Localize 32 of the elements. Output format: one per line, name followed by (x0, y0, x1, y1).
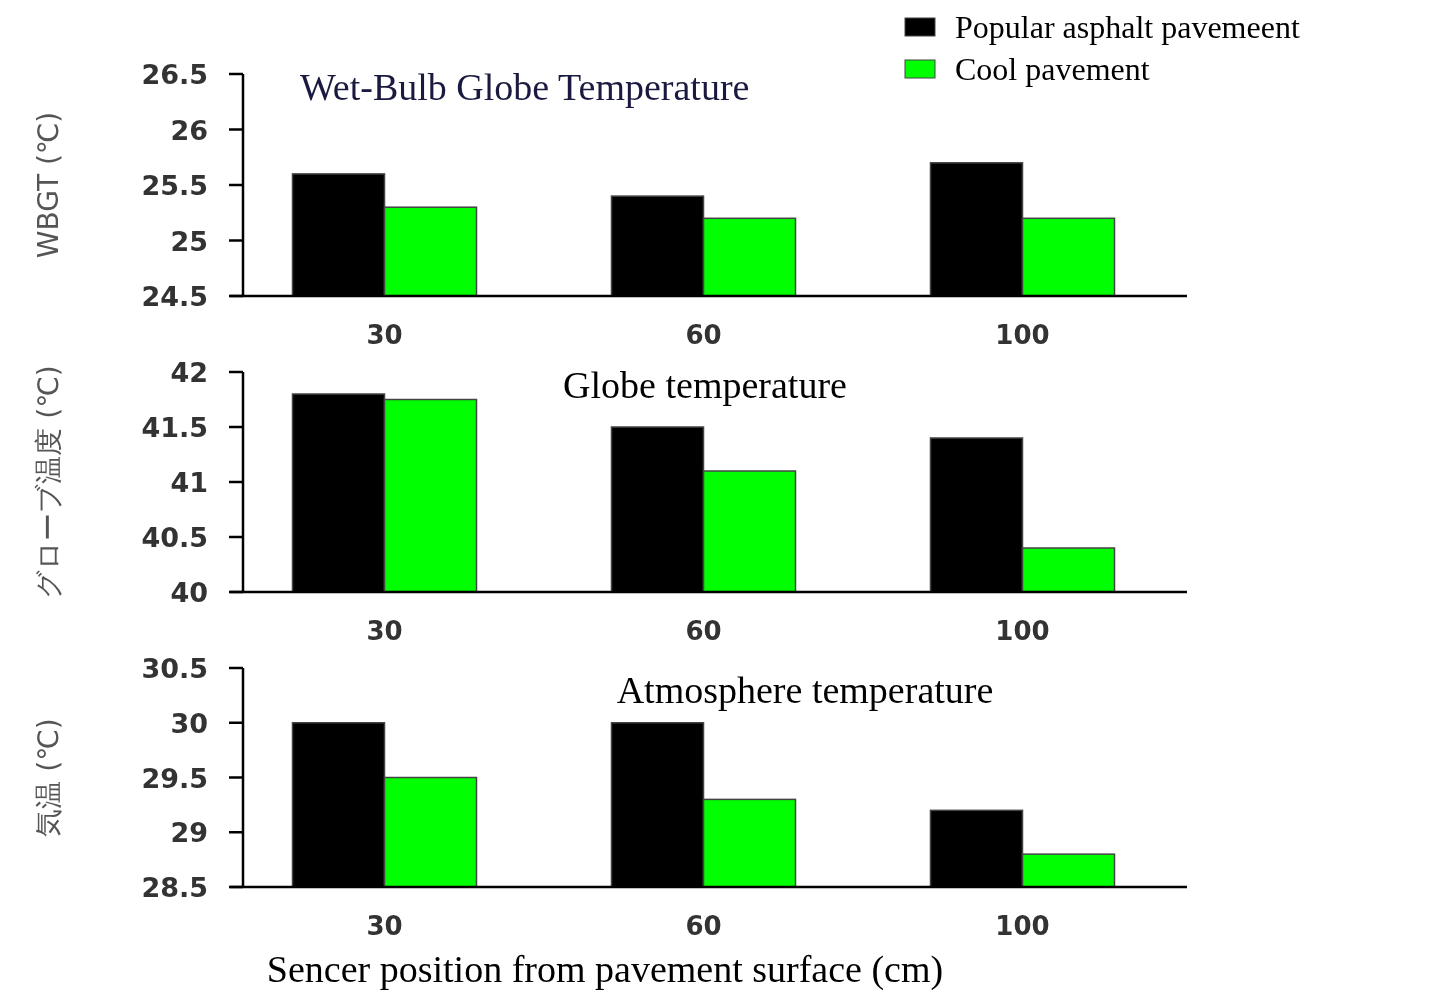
y-tick-label: 29 (170, 817, 208, 849)
y-axis-title: グローブ温度 (℃) (32, 365, 65, 599)
y-tick-label: 26 (170, 114, 208, 146)
legend-label: Cool pavement (955, 51, 1150, 87)
x-tick-label: 100 (995, 911, 1050, 941)
x-tick-label: 60 (685, 911, 722, 941)
chart-title: Atmosphere temperature (616, 669, 994, 711)
y-tick-label: 24.5 (141, 281, 208, 312)
y-tick-label: 28.5 (141, 872, 208, 903)
chart-title: Wet-Bulb Globe Temperature (300, 66, 750, 108)
y-tick-label: 30.5 (141, 653, 208, 684)
y-tick-label: 25.5 (141, 170, 208, 201)
x-tick-label: 60 (685, 320, 722, 350)
y-tick-label: 41.5 (141, 412, 208, 443)
y-tick-label: 30 (170, 707, 208, 739)
x-axis-title: Sencer position from pavement surface (cm) (266, 948, 944, 991)
y-tick-label: 41 (170, 467, 208, 498)
x-tick-label: 30 (366, 616, 403, 646)
y-tick-label: 40.5 (141, 522, 208, 553)
x-tick-label: 100 (995, 616, 1050, 646)
x-tick-label: 100 (995, 320, 1050, 350)
y-tick-label: 42 (170, 357, 208, 388)
x-tick-label: 60 (685, 616, 722, 646)
y-axis-title: 気温 (℃) (32, 718, 65, 837)
y-tick-label: 40 (170, 577, 208, 608)
chart-title: Globe temperature (563, 364, 847, 406)
y-tick-label: 25 (170, 225, 208, 257)
x-tick-label: 30 (366, 320, 403, 350)
y-axis-title: WBGT (℃) (32, 111, 65, 259)
y-tick-label: 26.5 (141, 59, 208, 90)
x-tick-label: 30 (366, 911, 403, 941)
y-tick-label: 29.5 (141, 762, 208, 794)
